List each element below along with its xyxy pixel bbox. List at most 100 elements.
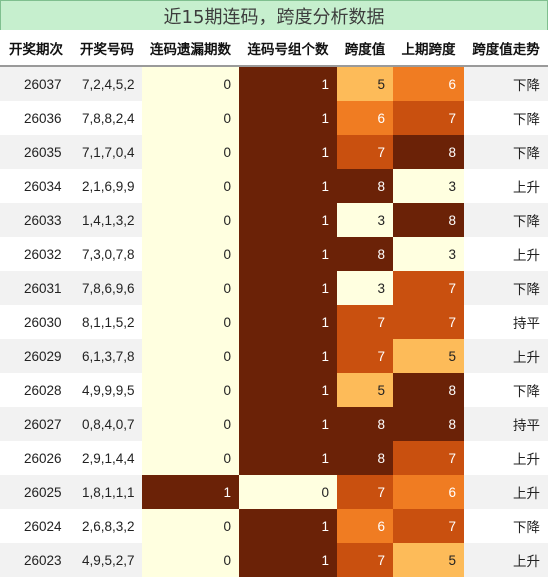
prev-span-cell[interactable]: 3 <box>393 169 464 203</box>
table-row[interactable]: 26027 0,8,4,0,7 0 1 8 8 持平 <box>0 407 548 441</box>
issue-cell[interactable]: 26033 <box>0 203 72 237</box>
missing-cell[interactable]: 0 <box>142 407 239 441</box>
table-row[interactable]: 26030 8,1,1,5,2 0 1 7 7 持平 <box>0 305 548 339</box>
span-cell[interactable]: 7 <box>337 475 393 509</box>
issue-cell[interactable]: 26031 <box>0 271 72 305</box>
table-row[interactable]: 26037 7,2,4,5,2 0 1 5 6 下降 <box>0 66 548 101</box>
missing-cell[interactable]: 0 <box>142 135 239 169</box>
numbers-cell[interactable]: 2,9,1,4,4 <box>72 441 142 475</box>
header-trend[interactable]: 跨度值走势 <box>464 30 548 67</box>
numbers-cell[interactable]: 4,9,9,9,5 <box>72 373 142 407</box>
prev-span-cell[interactable]: 8 <box>393 407 464 441</box>
trend-cell[interactable]: 持平 <box>464 305 548 339</box>
missing-cell[interactable]: 0 <box>142 237 239 271</box>
span-cell[interactable]: 7 <box>337 135 393 169</box>
group-count-cell[interactable]: 1 <box>239 339 337 373</box>
issue-cell[interactable]: 26036 <box>0 101 72 135</box>
group-count-cell[interactable]: 1 <box>239 509 337 543</box>
span-cell[interactable]: 8 <box>337 441 393 475</box>
trend-cell[interactable]: 上升 <box>464 543 548 577</box>
issue-cell[interactable]: 26025 <box>0 475 72 509</box>
numbers-cell[interactable]: 7,3,0,7,8 <box>72 237 142 271</box>
header-issue[interactable]: 开奖期次 <box>0 30 72 67</box>
table-row[interactable]: 26029 6,1,3,7,8 0 1 7 5 上升 <box>0 339 548 373</box>
missing-cell[interactable]: 0 <box>142 101 239 135</box>
span-cell[interactable]: 7 <box>337 305 393 339</box>
group-count-cell[interactable]: 1 <box>239 135 337 169</box>
trend-cell[interactable]: 下降 <box>464 271 548 305</box>
numbers-cell[interactable]: 0,8,4,0,7 <box>72 407 142 441</box>
trend-cell[interactable]: 上升 <box>464 169 548 203</box>
numbers-cell[interactable]: 1,8,1,1,1 <box>72 475 142 509</box>
span-cell[interactable]: 3 <box>337 203 393 237</box>
table-row[interactable]: 26025 1,8,1,1,1 1 0 7 6 上升 <box>0 475 548 509</box>
prev-span-cell[interactable]: 7 <box>393 509 464 543</box>
numbers-cell[interactable]: 7,1,7,0,4 <box>72 135 142 169</box>
group-count-cell[interactable]: 1 <box>239 101 337 135</box>
table-row[interactable]: 26034 2,1,6,9,9 0 1 8 3 上升 <box>0 169 548 203</box>
missing-cell[interactable]: 0 <box>142 169 239 203</box>
issue-cell[interactable]: 26024 <box>0 509 72 543</box>
numbers-cell[interactable]: 8,1,1,5,2 <box>72 305 142 339</box>
trend-cell[interactable]: 持平 <box>464 407 548 441</box>
table-row[interactable]: 26031 7,8,6,9,6 0 1 3 7 下降 <box>0 271 548 305</box>
group-count-cell[interactable]: 1 <box>239 203 337 237</box>
span-cell[interactable]: 5 <box>337 66 393 101</box>
trend-cell[interactable]: 上升 <box>464 339 548 373</box>
header-missing[interactable]: 连码遗漏期数 <box>142 30 239 67</box>
header-span[interactable]: 跨度值 <box>337 30 393 67</box>
trend-cell[interactable]: 上升 <box>464 441 548 475</box>
missing-cell[interactable]: 1 <box>142 475 239 509</box>
issue-cell[interactable]: 26035 <box>0 135 72 169</box>
header-prev-span[interactable]: 上期跨度 <box>393 30 464 67</box>
prev-span-cell[interactable]: 7 <box>393 271 464 305</box>
header-numbers[interactable]: 开奖号码 <box>72 30 142 67</box>
prev-span-cell[interactable]: 5 <box>393 339 464 373</box>
prev-span-cell[interactable]: 6 <box>393 66 464 101</box>
prev-span-cell[interactable]: 8 <box>393 203 464 237</box>
issue-cell[interactable]: 26030 <box>0 305 72 339</box>
issue-cell[interactable]: 26034 <box>0 169 72 203</box>
prev-span-cell[interactable]: 7 <box>393 441 464 475</box>
prev-span-cell[interactable]: 8 <box>393 373 464 407</box>
group-count-cell[interactable]: 1 <box>239 441 337 475</box>
group-count-cell[interactable]: 1 <box>239 373 337 407</box>
trend-cell[interactable]: 下降 <box>464 101 548 135</box>
group-count-cell[interactable]: 1 <box>239 66 337 101</box>
prev-span-cell[interactable]: 7 <box>393 305 464 339</box>
issue-cell[interactable]: 26029 <box>0 339 72 373</box>
span-cell[interactable]: 8 <box>337 407 393 441</box>
group-count-cell[interactable]: 0 <box>239 475 337 509</box>
group-count-cell[interactable]: 1 <box>239 543 337 577</box>
numbers-cell[interactable]: 2,1,6,9,9 <box>72 169 142 203</box>
group-count-cell[interactable]: 1 <box>239 237 337 271</box>
numbers-cell[interactable]: 7,8,8,2,4 <box>72 101 142 135</box>
prev-span-cell[interactable]: 7 <box>393 101 464 135</box>
prev-span-cell[interactable]: 5 <box>393 543 464 577</box>
trend-cell[interactable]: 下降 <box>464 203 548 237</box>
numbers-cell[interactable]: 7,2,4,5,2 <box>72 66 142 101</box>
table-row[interactable]: 26023 4,9,5,2,7 0 1 7 5 上升 <box>0 543 548 577</box>
span-cell[interactable]: 8 <box>337 169 393 203</box>
group-count-cell[interactable]: 1 <box>239 305 337 339</box>
table-row[interactable]: 26032 7,3,0,7,8 0 1 8 3 上升 <box>0 237 548 271</box>
group-count-cell[interactable]: 1 <box>239 271 337 305</box>
issue-cell[interactable]: 26026 <box>0 441 72 475</box>
table-row[interactable]: 26028 4,9,9,9,5 0 1 5 8 下降 <box>0 373 548 407</box>
numbers-cell[interactable]: 2,6,8,3,2 <box>72 509 142 543</box>
table-row[interactable]: 26033 1,4,1,3,2 0 1 3 8 下降 <box>0 203 548 237</box>
trend-cell[interactable]: 下降 <box>464 509 548 543</box>
issue-cell[interactable]: 26027 <box>0 407 72 441</box>
span-cell[interactable]: 3 <box>337 271 393 305</box>
missing-cell[interactable]: 0 <box>142 441 239 475</box>
trend-cell[interactable]: 上升 <box>464 237 548 271</box>
missing-cell[interactable]: 0 <box>142 509 239 543</box>
issue-cell[interactable]: 26023 <box>0 543 72 577</box>
issue-cell[interactable]: 26032 <box>0 237 72 271</box>
numbers-cell[interactable]: 4,9,5,2,7 <box>72 543 142 577</box>
numbers-cell[interactable]: 7,8,6,9,6 <box>72 271 142 305</box>
missing-cell[interactable]: 0 <box>142 305 239 339</box>
group-count-cell[interactable]: 1 <box>239 407 337 441</box>
missing-cell[interactable]: 0 <box>142 203 239 237</box>
missing-cell[interactable]: 0 <box>142 543 239 577</box>
